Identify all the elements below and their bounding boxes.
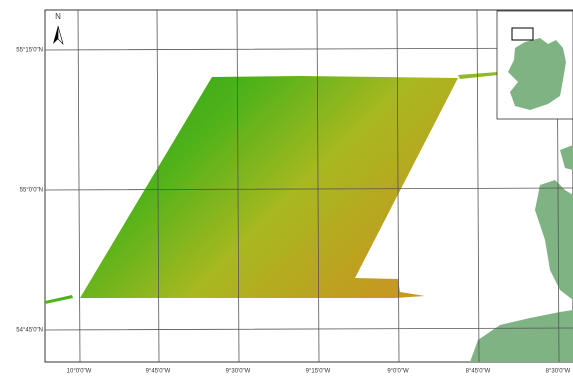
latitude-label: 55°0'0"N xyxy=(20,188,43,194)
map: N 55°15'0"N 55°0'0"N 54°45'0"N 10°0'0"W 9°45… xyxy=(0,0,573,379)
longitude-label: 10°0'0"W xyxy=(67,369,92,375)
latitude-label: 55°15'0"N xyxy=(16,48,43,54)
longitude-label: 9°30'0"W xyxy=(226,369,251,375)
longitude-label: 9°45'0"W xyxy=(146,369,171,375)
longitude-label: 8°45'0"W xyxy=(466,369,491,375)
longitude-label: 9°15'0"W xyxy=(306,369,331,375)
inset-map xyxy=(497,11,573,119)
north-label: N xyxy=(55,12,61,21)
longitude-label: 8°30'0"W xyxy=(546,369,571,375)
latitude-label: 54°45'0"N xyxy=(16,328,43,334)
longitude-label: 9°0'0"W xyxy=(387,369,409,375)
